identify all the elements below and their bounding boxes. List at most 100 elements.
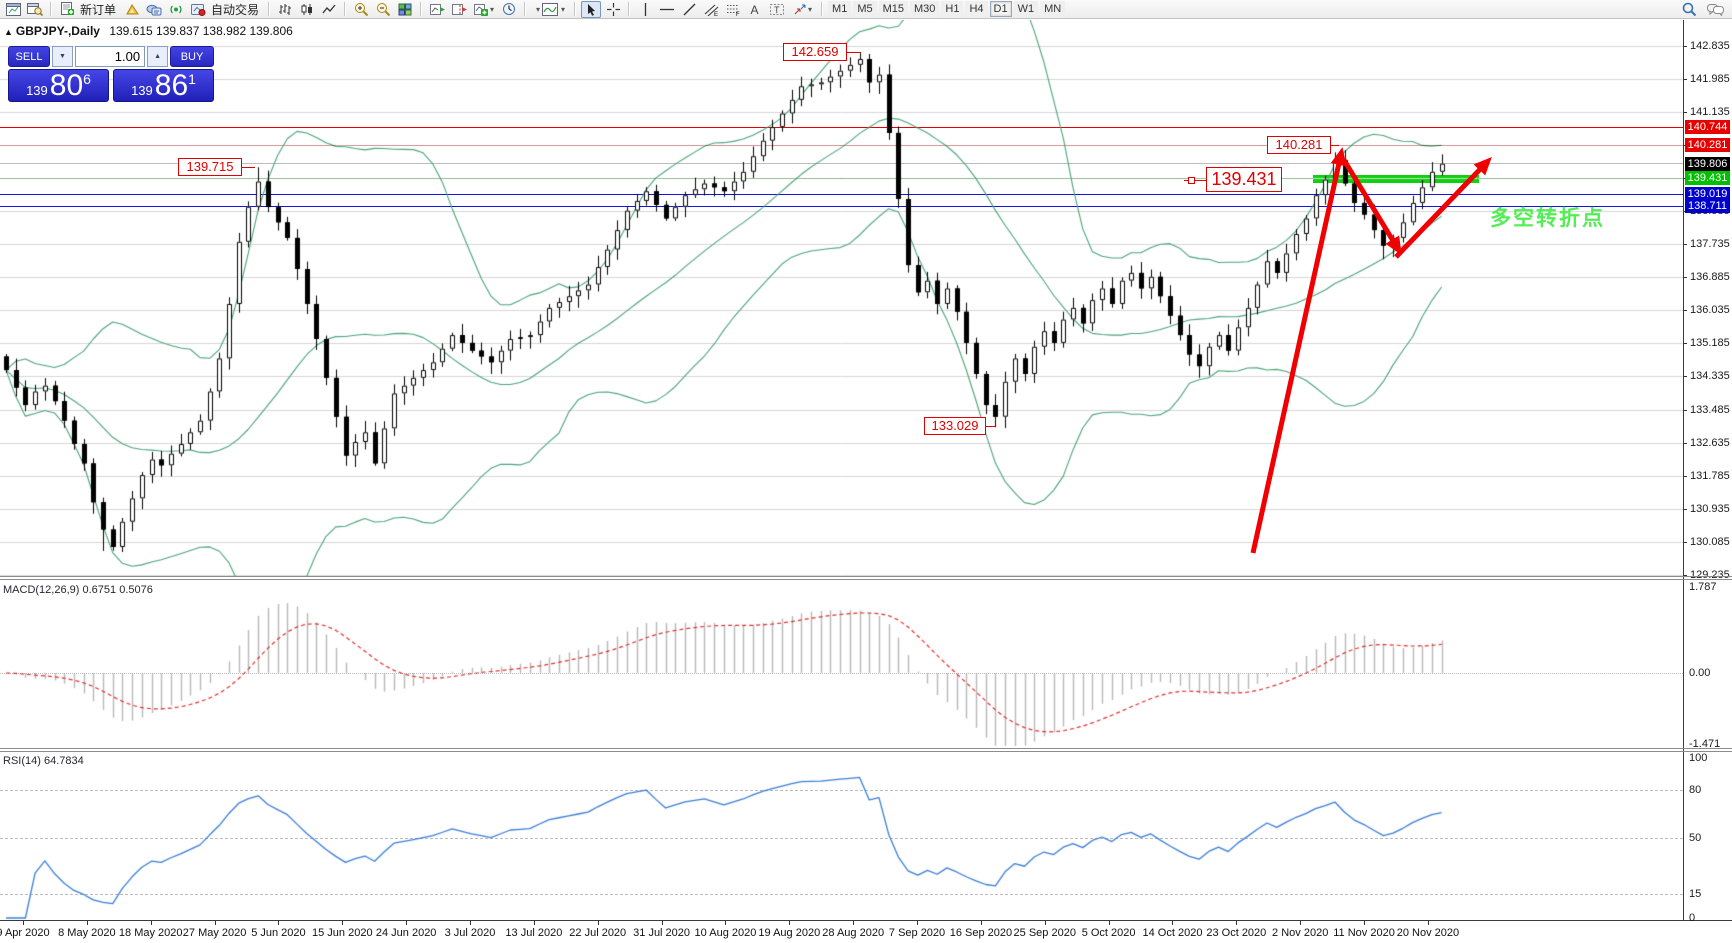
chart-window-icon[interactable] [3, 1, 23, 18]
timeframe-m30-button[interactable]: M30 [910, 1, 940, 17]
add-indicator-icon[interactable]: ▾ [471, 1, 497, 18]
new-order-icon[interactable] [57, 1, 77, 18]
timeframe-m1-button[interactable]: M1 [828, 1, 852, 17]
timeframe-m15-button[interactable]: M15 [878, 1, 908, 17]
navigator-icon[interactable] [122, 1, 142, 18]
horizontal-line-icon[interactable] [657, 1, 677, 18]
toolbar-separator [420, 2, 423, 16]
price-tag-140.281[interactable]: 140.281 [1267, 136, 1331, 154]
pane-splitter[interactable] [0, 751, 1732, 752]
zoom-in-icon[interactable] [351, 1, 371, 18]
line-chart-icon[interactable] [319, 1, 339, 18]
price-tag-139.431[interactable]: 139.431 [1206, 167, 1282, 192]
dropdown-icon: ▾ [490, 4, 495, 14]
timeframe-h4-button[interactable]: H4 [965, 1, 988, 17]
fibonacci-icon[interactable]: F [723, 1, 743, 18]
chat-icon[interactable] [1705, 1, 1725, 18]
macd-axis-label: 1.787 [1689, 581, 1717, 593]
macd-axis-label: -1.471 [1689, 737, 1721, 750]
search-icon[interactable] [1679, 1, 1699, 18]
price-tag-142.659[interactable]: 142.659 [783, 43, 847, 61]
pane-splitter[interactable] [0, 748, 1732, 749]
volume-increase-button[interactable]: ▲ [147, 46, 168, 67]
price-badge-139.019: 139.019 [1685, 187, 1730, 202]
crosshair-icon[interactable] [603, 1, 623, 18]
price-axis-tick-mark [1683, 343, 1687, 345]
rsi-indicator-pane[interactable] [0, 752, 1684, 920]
volume-input[interactable] [74, 46, 146, 67]
autotrade-icon[interactable] [188, 1, 208, 18]
buy-price-panel[interactable]: 139 86 1 [113, 69, 214, 102]
price-tag-connector [1184, 180, 1206, 181]
terminal-icon[interactable] [144, 1, 164, 18]
buy-price-big: 86 [154, 69, 189, 102]
timeframe-mn-button[interactable]: MN [1040, 1, 1066, 17]
price-badge-139.431: 139.431 [1685, 171, 1730, 186]
date-axis-label: 23 Oct 2020 [1206, 927, 1267, 939]
trendline-icon[interactable] [679, 1, 699, 18]
price-axis-tick-mark [1683, 376, 1687, 378]
pane-splitter[interactable] [0, 579, 1732, 580]
timeframe-m5-button[interactable]: M5 [853, 1, 877, 17]
price-tag-anchor [1188, 177, 1195, 184]
equidistant-channel-icon[interactable]: E [701, 1, 721, 18]
auto-scroll-icon[interactable] [427, 1, 447, 18]
note-annotation[interactable]: 多空转折点 [1490, 207, 1605, 230]
price-axis-tick-mark [1683, 409, 1687, 411]
date-axis-label: 2 Nov 2020 [1272, 927, 1329, 939]
bar-chart-icon[interactable] [275, 1, 295, 18]
candlestick-chart-icon[interactable] [297, 1, 317, 18]
date-axis-tick [1427, 921, 1429, 925]
one-click-trading-panel: SELL ▼ ▲ BUY 139 80 6 139 86 1 [8, 46, 214, 102]
tile-windows-icon[interactable] [395, 1, 415, 18]
price-axis-tick-mark [1683, 508, 1687, 510]
buy-button[interactable]: BUY [170, 46, 214, 67]
periods-clock-icon[interactable] [499, 1, 519, 18]
date-axis-tick [853, 921, 855, 925]
macd-indicator-pane[interactable] [0, 581, 1684, 748]
date-axis-tick [725, 921, 727, 925]
date-axis-tick [789, 921, 791, 925]
rsi-axis-label: 15 [1689, 888, 1702, 900]
signals-icon[interactable] [166, 1, 186, 18]
cursor-icon[interactable] [581, 0, 602, 18]
toolbar-separator [821, 2, 824, 16]
date-axis-tick [980, 921, 982, 925]
price-tag-133.029[interactable]: 133.029 [924, 417, 986, 435]
zoom-out-icon[interactable] [373, 1, 393, 18]
templates-icon[interactable]: ▾ ▾ [531, 1, 569, 18]
price-axis-tick: 132.635 [1690, 436, 1730, 449]
svg-text:F: F [736, 12, 740, 16]
rsi-label: RSI(14) 64.7834 [3, 755, 84, 767]
timeframe-d1-button[interactable]: D1 [989, 1, 1012, 17]
main-price-chart[interactable] [0, 20, 1684, 576]
new-order-label[interactable]: 新订单 [80, 2, 117, 17]
chart-title: ▲ GBPJPY-,Daily 139.615 139.837 138.982 1… [4, 24, 293, 38]
market-watch-icon[interactable] [25, 1, 45, 18]
sell-button[interactable]: SELL [8, 46, 50, 67]
text-label-icon[interactable]: T [767, 1, 787, 18]
main-toolbar: 新订单 自动交易 ▾ ▾ ▾ E F A T ▾ M1 M5 M [0, 0, 1732, 19]
sell-price-prefix: 139 [26, 83, 48, 98]
arrows-icon[interactable]: ▾ [789, 1, 816, 18]
price-axis-tick-mark [1683, 277, 1687, 279]
toolbar-separator [628, 2, 631, 16]
vertical-line-icon[interactable] [635, 1, 655, 18]
date-axis-label: 19 Aug 2020 [758, 927, 821, 939]
rsi-axis-label: 50 [1689, 832, 1702, 844]
text-icon[interactable]: A [745, 1, 765, 18]
pane-splitter[interactable] [0, 576, 1732, 577]
date-axis-label: 20 Nov 2020 [1396, 927, 1460, 939]
autotrade-label[interactable]: 自动交易 [211, 2, 260, 17]
chart-shift-icon[interactable] [449, 1, 469, 18]
date-axis-label: 25 Sep 2020 [1013, 927, 1076, 939]
timeframe-h1-button[interactable]: H1 [941, 1, 964, 17]
price-tag-connector [847, 52, 861, 53]
collapse-panel-icon[interactable]: ▲ [4, 27, 13, 37]
date-axis-label: 8 May 2020 [58, 927, 116, 939]
timeframe-w1-button[interactable]: W1 [1013, 1, 1039, 17]
sell-price-panel[interactable]: 139 80 6 [8, 69, 109, 102]
volume-decrease-button[interactable]: ▼ [52, 46, 73, 67]
price-tag-139.715[interactable]: 139.715 [178, 158, 242, 176]
date-axis-label: 31 Jul 2020 [633, 927, 691, 939]
